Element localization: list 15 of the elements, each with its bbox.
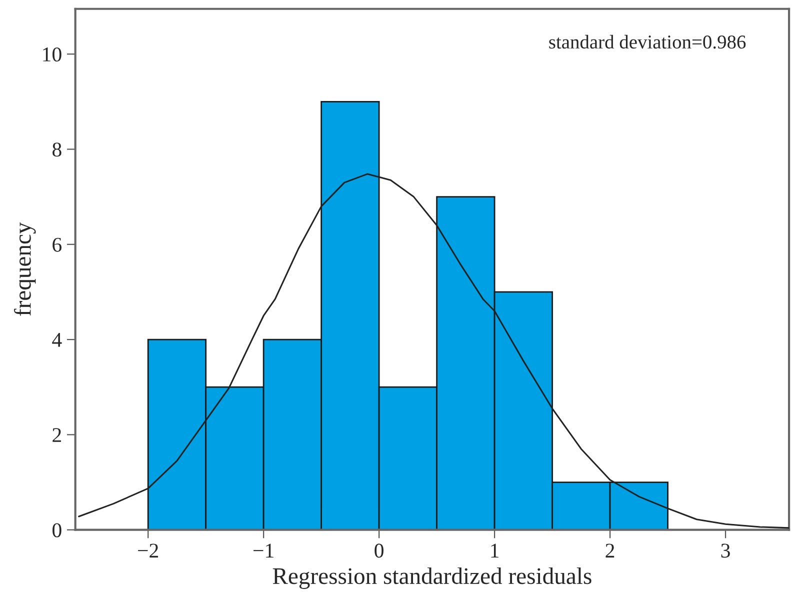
y-tick-label: 6: [52, 238, 62, 252]
y-tick-label: 4: [52, 333, 62, 347]
x-tick-label: 3: [721, 544, 730, 558]
x-tick-label: 2: [606, 544, 614, 558]
x-tick-label: 1: [491, 544, 499, 558]
x-tick-label: −2: [138, 544, 158, 558]
annotation: standard deviation=0.986: [549, 34, 746, 49]
x-axis-title: Regression standardized residuals: [272, 567, 592, 589]
y-tick-label: 10: [43, 47, 62, 62]
x-tick-label: 0: [374, 544, 384, 558]
x-tick-label: −1: [254, 544, 274, 558]
y-axis-title: frequency: [14, 222, 36, 316]
y-tick-label: 8: [52, 142, 62, 157]
y-tick-label: 2: [52, 428, 61, 442]
y-tick-label: 0: [52, 523, 62, 538]
